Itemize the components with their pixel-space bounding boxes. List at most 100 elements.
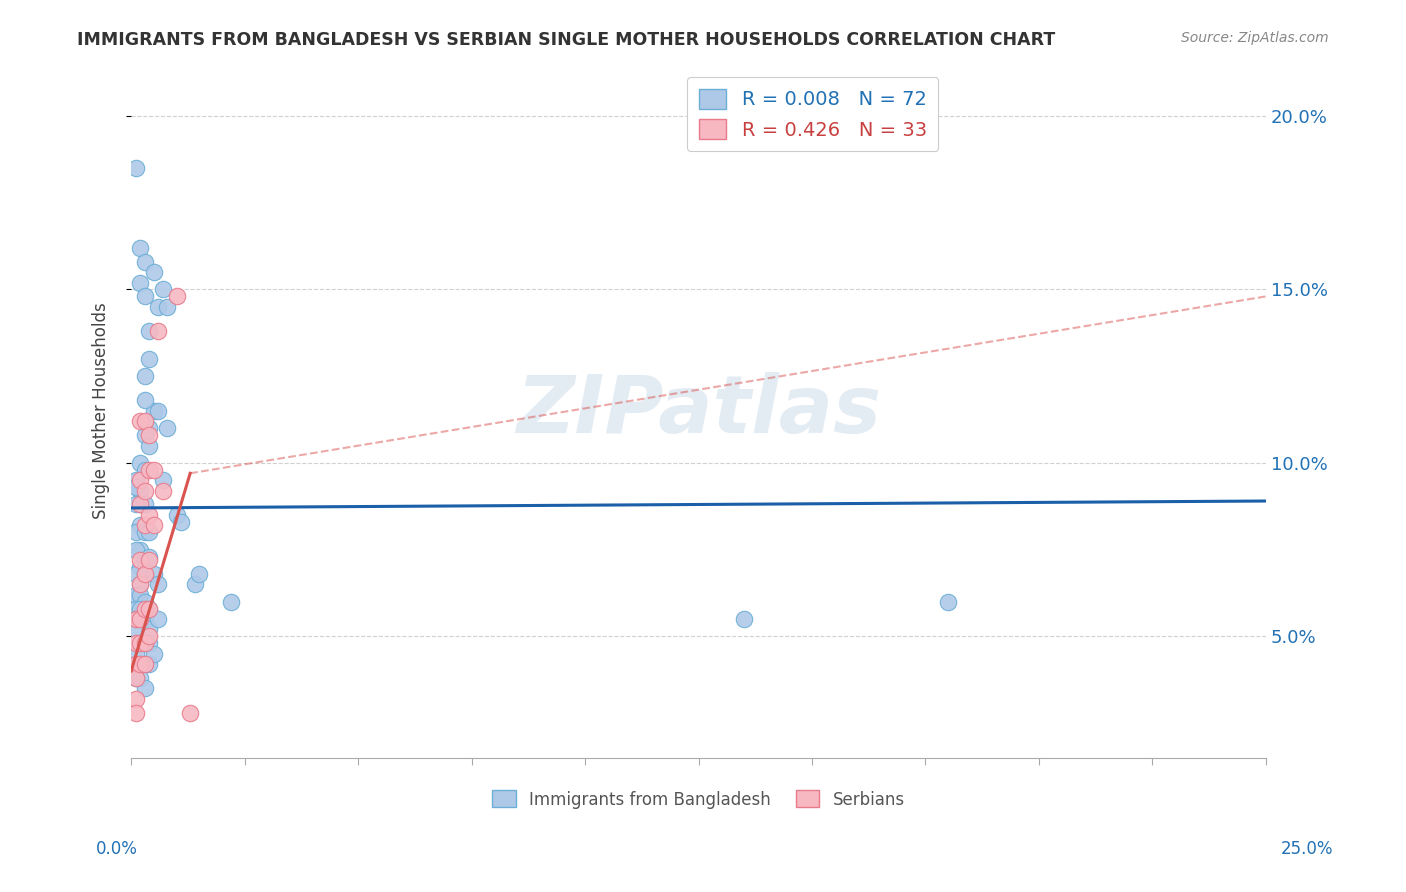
Point (134, 566, 156, 581)
Point (129, 612, 152, 626)
Point (152, 483, 174, 498)
Point (125, 706, 148, 720)
Point (134, 636, 156, 650)
Point (134, 594, 156, 608)
Point (125, 480, 148, 494)
Point (138, 623, 160, 637)
Point (219, 594, 242, 608)
Point (138, 324, 160, 338)
Point (134, 369, 156, 384)
Point (125, 601, 148, 615)
Point (152, 473, 174, 487)
Point (138, 525, 160, 540)
Point (138, 601, 160, 615)
Point (129, 241, 152, 255)
Point (148, 324, 170, 338)
Point (125, 671, 148, 685)
Point (134, 601, 156, 615)
Text: Source: ZipAtlas.com: Source: ZipAtlas.com (1181, 31, 1329, 45)
Point (138, 463, 160, 477)
Point (142, 265, 165, 279)
Point (129, 473, 152, 487)
Point (733, 612, 755, 626)
Point (183, 577, 205, 591)
Point (138, 553, 160, 567)
Point (134, 525, 156, 540)
Point (148, 577, 170, 591)
Point (134, 518, 156, 533)
Point (936, 594, 959, 608)
Point (125, 691, 148, 706)
Point (134, 289, 156, 303)
Point (138, 549, 160, 564)
Point (134, 463, 156, 477)
Point (125, 566, 148, 581)
Point (129, 276, 152, 290)
Text: 25.0%: 25.0% (1281, 840, 1333, 858)
Text: ZIPatlas: ZIPatlas (516, 372, 882, 450)
Point (170, 515, 193, 529)
Point (125, 473, 148, 487)
Point (129, 518, 152, 533)
Point (125, 657, 148, 671)
Point (125, 647, 148, 661)
Point (138, 508, 160, 522)
Point (129, 456, 152, 470)
Point (129, 636, 152, 650)
Point (156, 300, 179, 314)
Point (152, 283, 174, 297)
Point (138, 629, 160, 643)
Point (129, 498, 152, 512)
Point (142, 463, 165, 477)
Point (129, 657, 152, 671)
Point (125, 498, 148, 512)
Point (166, 508, 188, 522)
Point (134, 428, 156, 442)
Point (148, 300, 170, 314)
Point (134, 483, 156, 498)
Point (142, 404, 165, 418)
Point (125, 161, 148, 175)
Point (179, 706, 201, 720)
Point (188, 566, 211, 581)
Y-axis label: Single Mother Households: Single Mother Households (93, 302, 110, 519)
Point (134, 414, 156, 428)
Point (138, 438, 160, 452)
Point (129, 636, 152, 650)
Point (166, 289, 188, 303)
Point (142, 566, 165, 581)
Point (156, 421, 179, 435)
Point (134, 553, 156, 567)
Point (129, 560, 152, 574)
Point (129, 588, 152, 602)
Point (148, 404, 170, 418)
Point (125, 525, 148, 540)
Text: 0.0%: 0.0% (96, 840, 138, 858)
Point (125, 588, 148, 602)
Point (125, 636, 148, 650)
Point (134, 636, 156, 650)
Point (129, 553, 152, 567)
Point (134, 393, 156, 408)
Legend: Immigrants from Bangladesh, Serbians: Immigrants from Bangladesh, Serbians (485, 784, 911, 815)
Point (129, 577, 152, 591)
Point (125, 542, 148, 557)
Point (142, 518, 165, 533)
Point (142, 647, 165, 661)
Text: IMMIGRANTS FROM BANGLADESH VS SERBIAN SINGLE MOTHER HOUSEHOLDS CORRELATION CHART: IMMIGRANTS FROM BANGLADESH VS SERBIAN SI… (77, 31, 1056, 49)
Point (129, 483, 152, 498)
Point (134, 566, 156, 581)
Point (129, 671, 152, 685)
Point (125, 623, 148, 637)
Point (148, 612, 170, 626)
Point (138, 351, 160, 366)
Point (129, 657, 152, 671)
Point (138, 421, 160, 435)
Point (125, 612, 148, 626)
Point (129, 577, 152, 591)
Point (125, 671, 148, 685)
Point (129, 542, 152, 557)
Point (129, 612, 152, 626)
Point (138, 657, 160, 671)
Point (134, 612, 156, 626)
